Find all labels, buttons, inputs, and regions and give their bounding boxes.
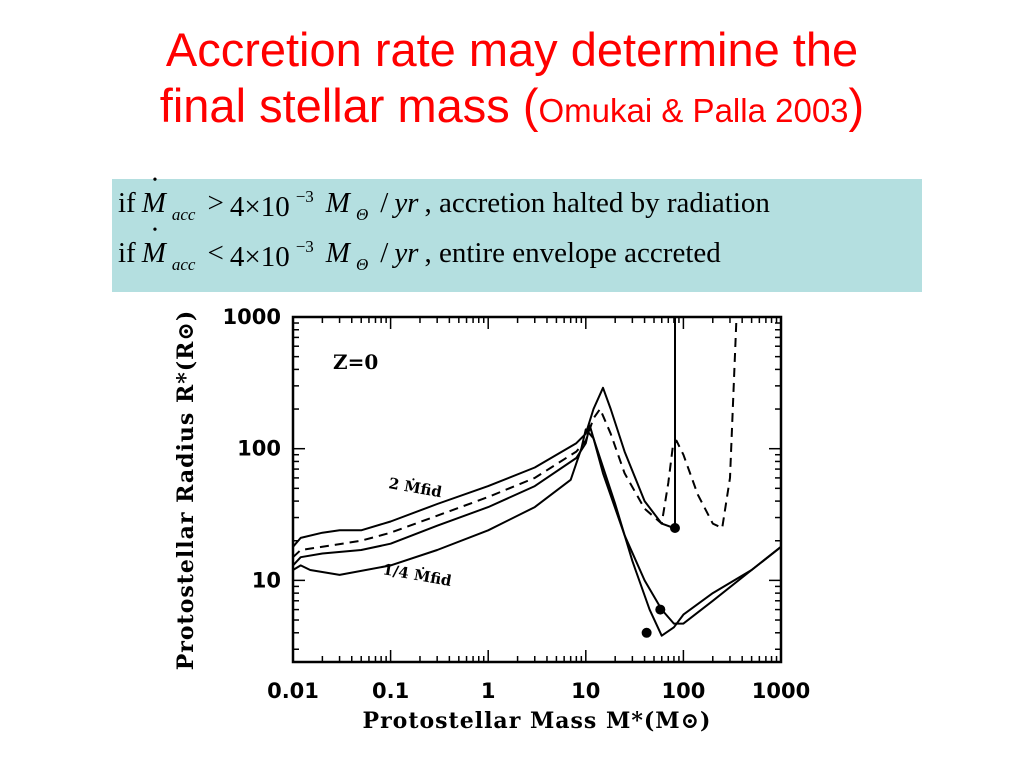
y-tick-label: 10 — [252, 568, 281, 592]
x-tick-label: 1 — [481, 679, 496, 703]
x-tick-label: 0.01 — [267, 679, 319, 703]
condition-outcome: , entire envelope accreted — [424, 237, 721, 269]
metallicity-label: Z=0 — [333, 350, 378, 374]
year-unit: yr — [394, 187, 419, 219]
x-tick-label: 1000 — [752, 679, 810, 703]
if-word: if — [118, 187, 136, 219]
x-axis-label: Protostellar Mass M*(M⊙) — [363, 708, 712, 734]
unit-mass-letter: M — [325, 187, 350, 219]
threshold-value: 4×10 −3 — [230, 187, 320, 224]
series-layer — [292, 316, 782, 637]
mdot-letter: M — [142, 237, 166, 270]
unit-mass-letter: M — [325, 237, 350, 269]
if-word: if — [118, 237, 136, 269]
y-tick-labels: 1000 100 10 — [223, 305, 281, 592]
unit-subscript: Θ — [355, 205, 369, 224]
plot-frame — [291, 315, 783, 664]
slide-title: Accretion rate may determine the final s… — [0, 22, 1024, 139]
series-line-3 — [292, 424, 782, 625]
series-line-2 — [292, 316, 738, 558]
comparison-operator: < — [207, 237, 224, 269]
year-unit: yr — [394, 237, 419, 269]
lower-rate-label: 1/4 Ṁfid — [381, 560, 453, 590]
x-tick-label: 10 — [571, 679, 600, 703]
x-tick-labels: 0.01 0.1 1 10 100 1000 — [267, 679, 810, 703]
per-slash: / — [380, 237, 389, 269]
x-tick-label: 100 — [661, 679, 705, 703]
mdot-subscript: acc — [171, 255, 196, 274]
x-tick-label: 0.1 — [372, 679, 409, 703]
title-line-2: final stellar mass (Omukai & Palla 2003) — [0, 78, 1024, 139]
per-slash: / — [380, 187, 389, 219]
comparison-operator: > — [207, 187, 224, 219]
end-point-marker — [669, 522, 680, 533]
series-line-4 — [292, 428, 782, 637]
y-tick-label: 1000 — [223, 305, 281, 329]
threshold-coefficient: 4×10 — [229, 191, 290, 223]
y-tick-label: 100 — [237, 437, 281, 461]
threshold-value: 4×10 −3 — [230, 237, 320, 274]
mdot-subscript: acc — [171, 205, 196, 224]
y-axis-label: Protostellar Radius R*(R⊙) — [173, 310, 199, 671]
threshold-exponent: −3 — [295, 187, 314, 206]
end-point-marker — [655, 604, 666, 615]
threshold-exponent: −3 — [295, 237, 314, 256]
unit-subscript: Θ — [355, 255, 369, 274]
title-close-paren: ) — [848, 79, 865, 132]
upper-rate-label: 2 Ṁfid — [387, 474, 443, 501]
marker-layer — [641, 522, 680, 638]
title-main-text: final stellar mass ( — [159, 79, 539, 132]
threshold-coefficient: 4×10 — [229, 241, 290, 273]
condition-outcome: , accretion halted by radiation — [424, 187, 770, 219]
mdot-letter: M — [142, 187, 166, 220]
title-citation: Omukai & Palla 2003 — [538, 92, 849, 129]
title-line-1: Accretion rate may determine the — [165, 23, 859, 76]
end-point-marker — [641, 627, 652, 638]
